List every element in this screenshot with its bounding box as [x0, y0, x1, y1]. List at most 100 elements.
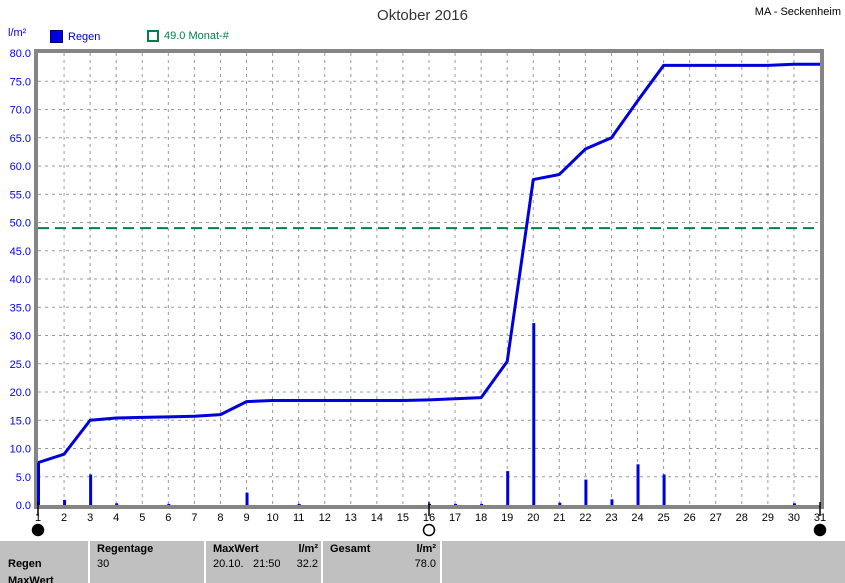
y-tick-label: 65.0 [10, 133, 31, 145]
y-tick-label: 5.0 [16, 472, 31, 484]
rain-bar [792, 503, 796, 505]
rain-bar [558, 502, 562, 505]
table-separator [204, 541, 206, 583]
rain-bar [454, 503, 458, 505]
x-tick-label: 27 [710, 512, 722, 524]
x-tick-label: 20 [527, 512, 539, 524]
rain-bar [480, 503, 484, 505]
row-regen-regentage: 30 [97, 558, 110, 570]
rain-bar [584, 479, 588, 505]
station-label: MA - Seckenheim [754, 6, 841, 18]
x-tick-label: 3 [87, 512, 93, 524]
moon-phase-new-icon [31, 523, 45, 537]
x-tick-label: 1 [35, 512, 41, 524]
y-tick-label: 35.0 [10, 302, 31, 314]
plot-frame-top [34, 49, 824, 53]
legend-item-regen: Regen [50, 30, 100, 43]
x-tick-label: 29 [762, 512, 774, 524]
y-tick-label: 20.0 [10, 387, 31, 399]
plot-frame-right [820, 49, 824, 509]
y-tick-label: 25.0 [10, 359, 31, 371]
summary-table: Regentage MaxWert l/m² Gesamt l/m² Regen… [0, 541, 845, 583]
header-regentage: Regentage [97, 543, 154, 555]
y-tick-label: 75.0 [10, 76, 31, 88]
x-tick-label: 10 [266, 512, 278, 524]
x-tick-label: 23 [605, 512, 617, 524]
x-tick-label: 26 [684, 512, 696, 524]
rain-bar [532, 323, 536, 505]
legend-month-average-swatch-icon [147, 30, 159, 42]
rain-bar [297, 503, 301, 505]
x-tick-label: 30 [788, 512, 800, 524]
x-tick-label: 11 [293, 512, 304, 524]
row-regen-label: Regen [8, 558, 42, 570]
rain-bar [636, 464, 640, 505]
header-maxwert-unit: l/m² [298, 543, 318, 555]
plot-frame-left [34, 49, 38, 509]
x-tick-label: 31 [814, 512, 826, 524]
header-gesamt: Gesamt [330, 543, 371, 555]
moon-phase-new-icon [813, 523, 827, 537]
x-tick-label: 19 [501, 512, 513, 524]
y-tick-label: 15.0 [10, 415, 31, 427]
y-tick-label: 40.0 [10, 274, 31, 286]
row-regen-gesamt-value: 78.0 [414, 558, 436, 570]
x-tick-label: 28 [736, 512, 748, 524]
moon-phase-full-icon [422, 523, 436, 537]
y-axis-unit-label: l/m² [8, 27, 27, 39]
x-tick-label: 8 [217, 512, 223, 524]
table-separator [321, 541, 323, 583]
legend-regen-swatch-icon [50, 30, 63, 43]
x-tick-label: 21 [553, 512, 565, 524]
x-tick-label: 16 [423, 512, 435, 524]
rain-bar [115, 503, 119, 505]
x-tick-label: 24 [631, 512, 643, 524]
rain-bar [245, 492, 249, 505]
rain-bar [506, 471, 510, 505]
row-maxwert-label: MaxWert [8, 575, 54, 583]
legend-regen-label: Regen [68, 30, 101, 43]
y-tick-label: 50.0 [10, 218, 31, 230]
row-regen-maxwert-time: 21:50 [253, 558, 281, 570]
y-tick-label: 45.0 [10, 246, 31, 258]
x-tick-label: 15 [397, 512, 409, 524]
x-tick-label: 18 [475, 512, 487, 524]
x-tick-label: 22 [579, 512, 591, 524]
rain-bar [167, 503, 171, 505]
table-separator [440, 541, 442, 583]
table-separator [88, 541, 90, 583]
y-tick-label: 0.0 [16, 500, 31, 512]
y-tick-label: 30.0 [10, 331, 31, 343]
rain-bar [63, 499, 67, 505]
x-tick-label: 13 [345, 512, 357, 524]
y-tick-label: 80.0 [10, 48, 31, 60]
x-tick-label: 14 [371, 512, 383, 524]
x-tick-label: 12 [319, 512, 331, 524]
x-tick-label: 25 [657, 512, 669, 524]
rain-chart: 0.0 5.0 10.0 15.0 20.0 25.0 30.0 35.0 40.0 45.0 50… [10, 48, 827, 537]
header-gesamt-unit: l/m² [416, 543, 436, 555]
x-tick-label: 4 [113, 512, 119, 524]
rain-bar [37, 462, 40, 505]
y-tick-label: 10.0 [10, 444, 31, 456]
legend-month-average-label: 49.0 Monat-# [164, 30, 229, 42]
legend-item-month-average: 49.0 Monat-# [147, 30, 229, 42]
row-regen-maxwert-date: 20.10. [213, 558, 244, 570]
y-tick-label: 60.0 [10, 161, 31, 173]
x-tick-label: 9 [243, 512, 249, 524]
header-maxwert: MaxWert [213, 543, 259, 555]
rain-bar [610, 499, 614, 505]
y-tick-label: 55.0 [10, 189, 31, 201]
x-tick-label: 7 [191, 512, 197, 524]
x-tick-label: 2 [61, 512, 67, 524]
row-regen-maxwert-value: 32.2 [296, 558, 318, 570]
x-tick-label: 6 [165, 512, 171, 524]
x-tick-label: 17 [449, 512, 461, 524]
chart-title: Oktober 2016 [377, 7, 468, 24]
cumulative-line [37, 62, 820, 465]
rain-bar [89, 474, 93, 505]
rain-bar [662, 474, 666, 505]
x-tick-label: 5 [139, 512, 145, 524]
y-tick-label: 70.0 [10, 105, 31, 117]
